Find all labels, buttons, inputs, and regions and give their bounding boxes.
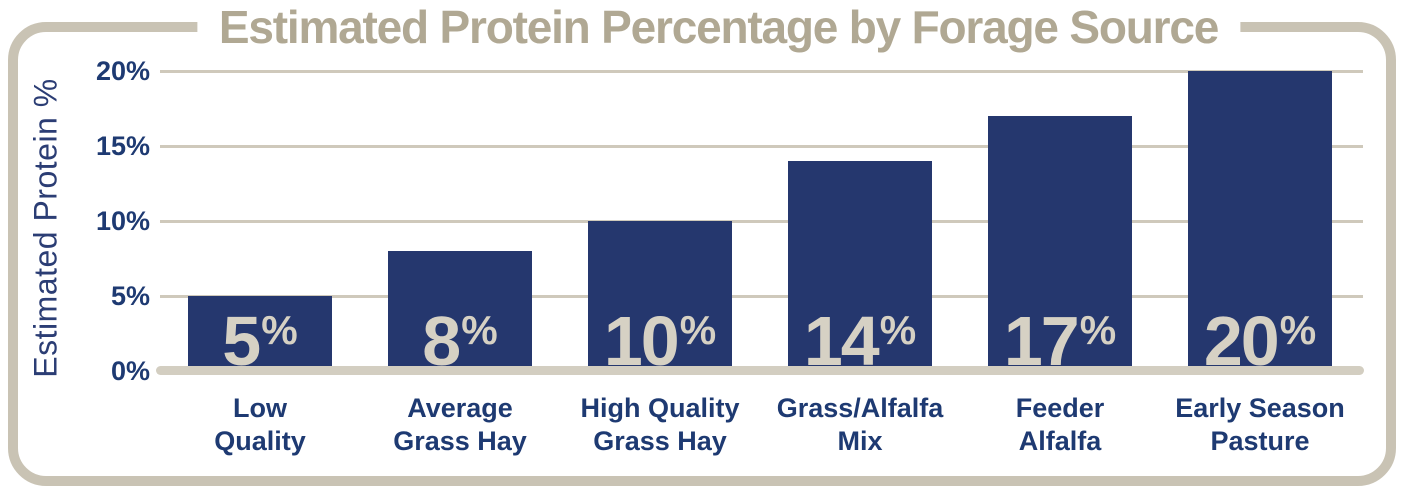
chart-title: Estimated Protein Percentage by Forage S…	[196, 0, 1241, 62]
bar-value-number: 17	[1003, 302, 1080, 381]
bar-value-number: 14	[803, 302, 880, 381]
category-label: Early Season Pasture	[1175, 392, 1345, 458]
x-axis-category-labels: Low Quality Average Grass Hay High Quality Gr…	[158, 392, 1365, 458]
y-tick-label: 10%	[95, 206, 150, 236]
category-label-line1: High Quality	[580, 393, 740, 423]
gridline	[160, 144, 1363, 148]
percent-sign: %	[1079, 307, 1117, 354]
category-label-line2: Quality	[214, 426, 306, 456]
percent-sign: %	[879, 307, 917, 354]
category-label: Average Grass Hay	[388, 392, 532, 458]
bar-value-label: 17%	[988, 302, 1132, 381]
bar: 20%	[1188, 71, 1332, 381]
category-label-line2: Grass Hay	[393, 426, 527, 456]
category-label-line1: Feeder	[1015, 393, 1105, 423]
category-label-line1: Low	[233, 393, 287, 423]
gridline	[160, 219, 1363, 223]
bar-value-label: 8%	[388, 302, 532, 381]
category-label-line2: Grass Hay	[593, 426, 727, 456]
bar-value-label: 14%	[788, 302, 932, 381]
gridline	[160, 294, 1363, 298]
bar: 17%	[988, 116, 1132, 381]
y-tick-label: 20%	[95, 56, 150, 86]
percent-sign: %	[679, 307, 717, 354]
category-label-line1: Average	[407, 393, 513, 423]
bar-value-number: 5	[222, 302, 261, 381]
category-label: Grass/Alfalfa Mix	[777, 392, 944, 458]
bar-value-number: 20	[1203, 302, 1280, 381]
percent-sign: %	[261, 307, 298, 354]
category-label: High Quality Grass Hay	[581, 392, 740, 458]
bar: 14%	[788, 161, 932, 381]
bar-value-label: 5%	[188, 302, 332, 381]
bar-value-label: 20%	[1188, 302, 1332, 381]
bar: 8%	[388, 251, 532, 381]
gridline	[160, 69, 1363, 73]
bar-value-number: 8	[422, 302, 461, 381]
percent-sign: %	[1279, 307, 1317, 354]
category-label-line1: Grass/Alfalfa	[776, 393, 944, 423]
x-axis-baseline	[156, 366, 1364, 375]
bar: 10%	[588, 221, 732, 381]
category-label: Feeder Alfalfa	[988, 392, 1132, 458]
bar-value-number: 10	[603, 302, 680, 381]
category-label-line2: Pasture	[1210, 426, 1310, 456]
percent-sign: %	[461, 307, 498, 354]
category-label: Low Quality	[188, 392, 332, 458]
category-label-line1: Early Season	[1175, 393, 1345, 423]
y-tick-label: 0%	[110, 356, 150, 386]
category-label-line2: Alfalfa	[1018, 426, 1102, 456]
bar: 5%	[188, 296, 332, 381]
bars-group: 5% 8% 10% 14% 17% 20%	[158, 66, 1365, 381]
y-tick-label: 5%	[110, 281, 150, 311]
category-label-line2: Mix	[837, 426, 883, 456]
y-tick-label: 15%	[95, 131, 150, 161]
bar-value-label: 10%	[588, 302, 732, 381]
